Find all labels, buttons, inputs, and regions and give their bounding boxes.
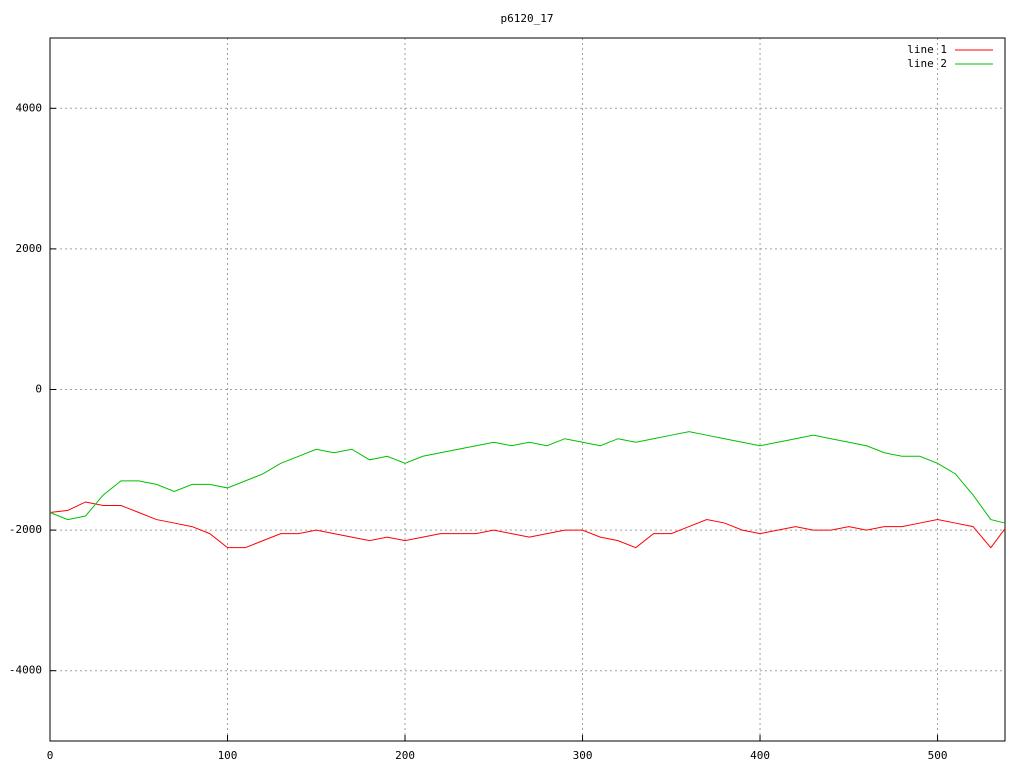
x-tick-label: 500 bbox=[928, 749, 948, 762]
y-tick-label: 2000 bbox=[16, 242, 43, 255]
x-tick-label: 200 bbox=[395, 749, 415, 762]
x-tick-label: 300 bbox=[573, 749, 593, 762]
x-tick-label: 400 bbox=[750, 749, 770, 762]
series-line bbox=[49, 431, 1006, 524]
legend-label: line 2 bbox=[907, 57, 947, 70]
x-tick-label: 100 bbox=[218, 749, 238, 762]
x-tick-label: 0 bbox=[47, 749, 54, 762]
y-tick-label: 0 bbox=[35, 383, 42, 396]
y-tick-label: -4000 bbox=[9, 664, 42, 677]
legend-label: line 1 bbox=[907, 43, 947, 56]
y-tick-label: -2000 bbox=[9, 523, 42, 536]
series-line bbox=[49, 501, 1006, 549]
chart-title: p6120_17 bbox=[501, 12, 554, 25]
y-tick-label: 4000 bbox=[16, 101, 43, 114]
plot-frame bbox=[49, 37, 1006, 742]
